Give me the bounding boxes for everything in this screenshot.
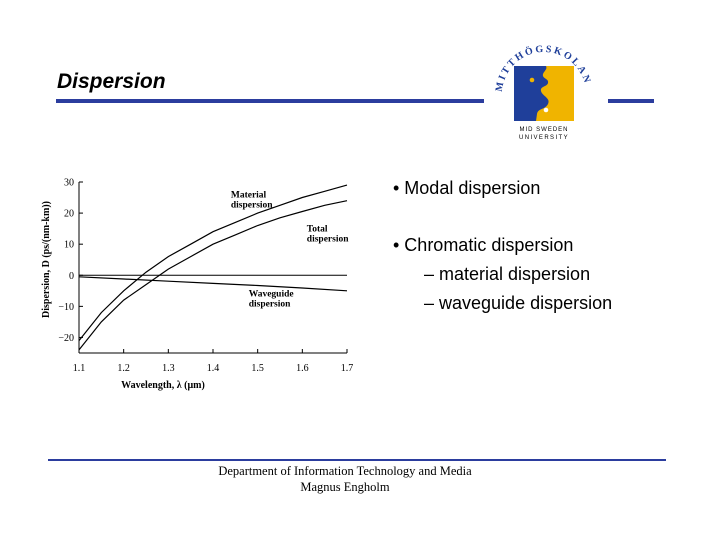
series-label-line: dispersion: [249, 299, 291, 309]
chart-series-group: [78, 184, 348, 351]
x-tick-label: 1.5: [251, 363, 264, 374]
x-tick-label: 1.2: [117, 363, 129, 374]
total-dispersion-label: Total dispersion: [307, 225, 349, 245]
title-underline-left: [56, 99, 484, 103]
footer-rule: [48, 459, 666, 461]
x-tick-label: 1.7: [341, 363, 354, 374]
footer-author: Magnus Engholm: [300, 480, 390, 494]
series-label-line: Material: [231, 191, 267, 201]
y-tick-label: −10: [58, 302, 74, 313]
x-tick-label: 1.4: [207, 363, 220, 374]
dispersion-chart: 1.1 1.2 1.3 1.4 1.5 1.6 1.7 30 20 10 0 −10 −20 Mater…: [41, 178, 354, 392]
logo-dot: [543, 107, 549, 113]
series-label-line: dispersion: [231, 201, 273, 211]
y-tick-label: −20: [58, 333, 74, 344]
bullet-modal-dispersion: • Modal dispersion: [393, 178, 541, 198]
x-tick-label: 1.1: [73, 363, 86, 374]
y-tick-label: 30: [64, 178, 74, 189]
logo-caption-line1: MID SWEDEN: [520, 127, 569, 133]
y-tick-label: 10: [64, 240, 74, 251]
waveguide-dispersion-label: Waveguide dispersion: [249, 289, 294, 309]
material-dispersion-line: [78, 184, 348, 341]
logo-face: [536, 66, 574, 121]
title-underline-right: [608, 99, 654, 103]
x-tick-label: 1.6: [296, 363, 309, 374]
bullet-chromatic-dispersion: • Chromatic dispersion: [393, 235, 574, 255]
total-dispersion-line: [78, 200, 348, 351]
y-tick-label: 0: [69, 271, 74, 282]
y-tick-label: 20: [64, 209, 74, 220]
series-label-line: dispersion: [307, 235, 349, 245]
logo-eye: [529, 77, 535, 83]
sub-bullet-waveguide-dispersion: – waveguide dispersion: [424, 293, 613, 313]
series-label-line: Waveguide: [249, 289, 294, 299]
slide-title: Dispersion: [57, 70, 166, 93]
x-tick-label: 1.3: [162, 363, 175, 374]
waveguide-dispersion-line: [78, 276, 348, 292]
y-axis-label: Dispersion, D (ps/(nm-km)): [41, 201, 52, 318]
x-axis-label: Wavelength, λ (μm): [121, 380, 205, 391]
material-dispersion-label: Material dispersion: [231, 191, 273, 211]
sub-bullet-material-dispersion: – material dispersion: [424, 264, 591, 284]
footer: Department of Information Technology and…: [195, 463, 495, 495]
university-logo: MITTHÖGSKOLAN MID SWEDEN UNIVERSITY: [494, 43, 591, 141]
footer-department: Department of Information Technology and…: [218, 464, 472, 478]
series-label-line: Total: [307, 225, 328, 235]
logo-caption-line2: UNIVERSITY: [519, 135, 569, 141]
